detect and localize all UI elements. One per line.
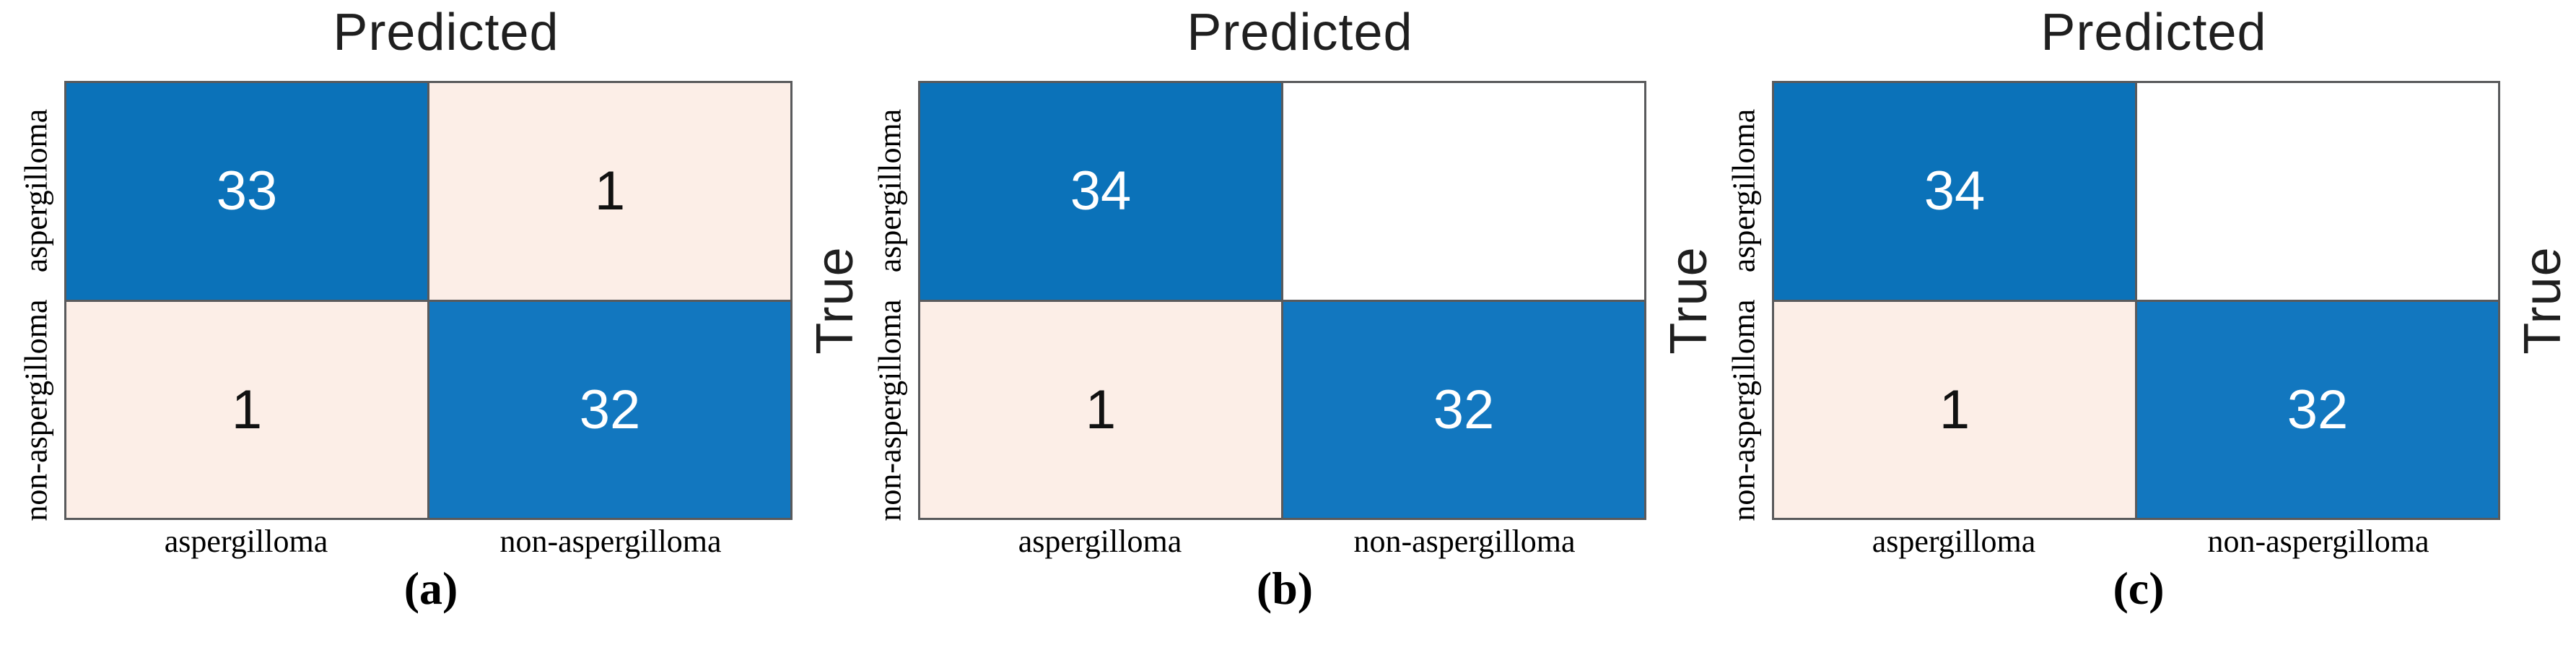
panel-b: Predicted aspergilloma non-aspergilloma … <box>854 0 1719 650</box>
cell-value: 32 <box>579 378 641 441</box>
col-label-non-aspergilloma: non-aspergilloma <box>2207 524 2429 559</box>
col-label-non-aspergilloma: non-aspergilloma <box>499 524 722 559</box>
cell-true-aspergilloma-pred-non-aspergilloma <box>1283 83 1644 300</box>
cell-value: 33 <box>216 160 278 222</box>
cell-true-non-aspergilloma-pred-aspergilloma: 1 <box>1774 301 2135 518</box>
cell-true-aspergilloma-pred-aspergilloma: 33 <box>66 83 427 300</box>
cell-value: 34 <box>1924 160 1986 222</box>
predicted-axis-label: Predicted <box>1187 4 1413 61</box>
cell-value: 1 <box>1085 378 1117 441</box>
row-label-aspergilloma: aspergilloma <box>18 108 54 273</box>
row-label-non-aspergilloma: non-aspergilloma <box>1726 299 1762 521</box>
cell-true-non-aspergilloma-pred-aspergilloma: 1 <box>66 301 427 518</box>
col-label-aspergilloma: aspergilloma <box>1872 524 2036 559</box>
row-label-non-aspergilloma: non-aspergilloma <box>18 299 54 521</box>
cell-true-aspergilloma-pred-non-aspergilloma <box>2137 83 2498 300</box>
cell-value: 34 <box>1070 160 1132 222</box>
col-label-non-aspergilloma: non-aspergilloma <box>1353 524 1576 559</box>
panel-c: Predicted aspergilloma non-aspergilloma … <box>1708 0 2572 650</box>
row-label-non-aspergilloma: non-aspergilloma <box>872 299 908 521</box>
true-axis-label: True <box>2514 246 2572 355</box>
cell-value: 1 <box>594 160 626 222</box>
cell-true-non-aspergilloma-pred-non-aspergilloma: 32 <box>1283 301 1644 518</box>
row-label-aspergilloma: aspergilloma <box>1726 108 1762 273</box>
cell-true-non-aspergilloma-pred-non-aspergilloma: 32 <box>2137 301 2498 518</box>
cell-value: 1 <box>231 378 263 441</box>
predicted-axis-label: Predicted <box>2040 4 2267 61</box>
panel-a: Predicted aspergilloma non-aspergilloma … <box>0 0 865 650</box>
panel-caption: (b) <box>1256 563 1314 614</box>
confusion-matrix-b: 34 1 32 <box>918 81 1646 520</box>
panel-caption: (c) <box>2113 563 2165 614</box>
confusion-matrix-a: 33 1 1 32 <box>64 81 793 520</box>
cell-true-non-aspergilloma-pred-non-aspergilloma: 32 <box>429 301 790 518</box>
predicted-axis-label: Predicted <box>333 4 559 61</box>
col-label-aspergilloma: aspergilloma <box>164 524 328 559</box>
row-label-aspergilloma: aspergilloma <box>872 108 908 273</box>
cell-value: 32 <box>1433 378 1495 441</box>
cell-value: 32 <box>2287 378 2349 441</box>
cell-true-aspergilloma-pred-aspergilloma: 34 <box>1774 83 2135 300</box>
panel-caption: (a) <box>403 563 458 614</box>
cell-true-aspergilloma-pred-aspergilloma: 34 <box>920 83 1281 300</box>
cell-true-non-aspergilloma-pred-aspergilloma: 1 <box>920 301 1281 518</box>
cell-true-aspergilloma-pred-non-aspergilloma: 1 <box>429 83 790 300</box>
col-label-aspergilloma: aspergilloma <box>1018 524 1182 559</box>
confusion-matrix-c: 34 1 32 <box>1772 81 2500 520</box>
cell-value: 1 <box>1939 378 1970 441</box>
